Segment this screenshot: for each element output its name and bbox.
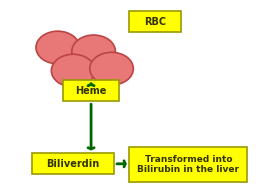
Circle shape [36,31,80,64]
Circle shape [72,35,116,68]
Circle shape [90,52,133,85]
FancyBboxPatch shape [32,153,114,174]
FancyBboxPatch shape [130,147,247,182]
FancyBboxPatch shape [63,80,119,101]
Text: Biliverdin: Biliverdin [47,159,100,169]
Text: Heme: Heme [75,86,107,96]
Text: Transformed into
Bilirubin in the liver: Transformed into Bilirubin in the liver [138,155,239,175]
Circle shape [51,54,95,87]
Text: RBC: RBC [144,17,166,27]
FancyBboxPatch shape [130,11,181,32]
